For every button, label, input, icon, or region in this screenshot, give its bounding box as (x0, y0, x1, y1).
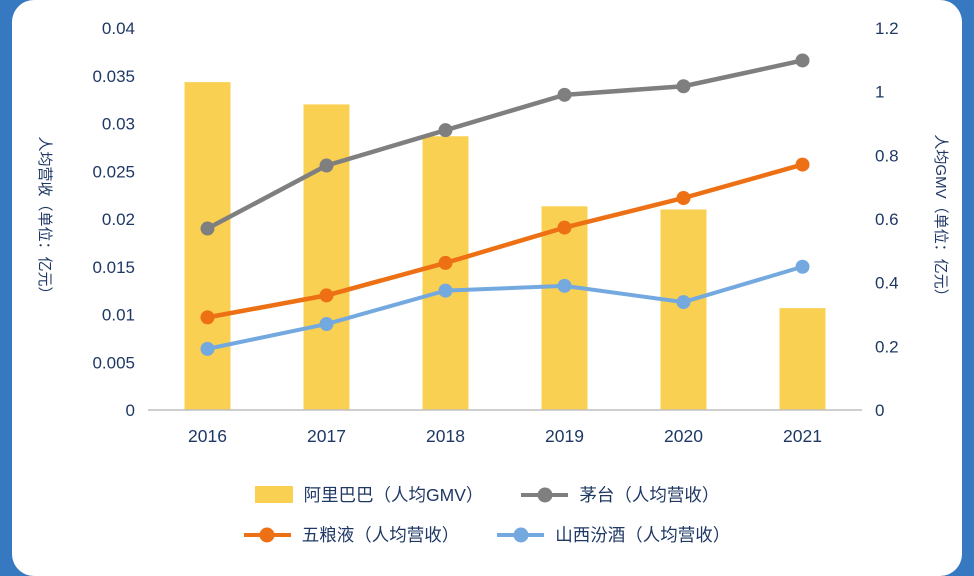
line-marker-0-2017 (319, 158, 334, 173)
right-axis-tick: 1.2 (875, 19, 899, 38)
line-marker-0-2016 (200, 221, 215, 236)
left-axis-tick: 0.025 (92, 162, 135, 181)
right-axis-tick: 1 (875, 83, 884, 102)
legend-label-alibaba: 阿里巴巴（人均GMV） (303, 485, 484, 505)
x-axis-label-2019: 2019 (545, 426, 584, 446)
left-axis-tick: 0.03 (102, 115, 135, 134)
line-marker-2-2016 (200, 341, 215, 356)
right-axis-title: 人均GMV（单位：亿元） (932, 134, 949, 303)
bar-2020 (660, 209, 707, 410)
x-axis-label-2017: 2017 (307, 426, 346, 446)
line-marker-0-2019 (557, 87, 572, 102)
line-series-0 (205, 58, 805, 231)
line-swatch-dot (513, 527, 529, 542)
x-axis-label-2018: 2018 (426, 426, 465, 446)
legend-item-moutai: 茅台（人均营收） (521, 482, 719, 507)
left-axis-tick: 0.01 (102, 306, 135, 325)
legend-item-wuliangye: 五粮液（人均营收） (243, 522, 460, 547)
left-axis-tick: 0.005 (92, 353, 135, 372)
chart-legend: 阿里巴巴（人均GMV） 茅台（人均营收） 五粮液（人均营收） (0, 482, 974, 562)
bar-swatch-alibaba (254, 486, 293, 503)
legend-label-moutai: 茅台（人均营收） (579, 485, 720, 505)
line-marker-0-2021 (795, 53, 810, 68)
legend-row-2: 五粮液（人均营收） 山西汾酒（人均营收） (0, 522, 974, 547)
line-swatch-dot (537, 487, 553, 502)
legend-label-fenjiu: 山西汾酒（人均营收） (555, 525, 731, 545)
line-marker-1-2017 (319, 288, 334, 303)
left-axis-tick: 0.015 (92, 258, 135, 277)
bar-2016 (184, 82, 231, 410)
line-marker-1-2018 (438, 255, 453, 270)
line-marker-0-2020 (676, 79, 691, 94)
bar-2017 (303, 104, 350, 411)
line-marker-1-2021 (795, 157, 810, 172)
bar-2019 (541, 206, 588, 410)
line-marker-1-2016 (200, 310, 215, 325)
line-marker-2-2017 (319, 317, 334, 332)
right-axis-tick: 0.6 (875, 210, 899, 229)
line-marker-2-2020 (676, 295, 691, 310)
line-marker-2-2021 (795, 259, 810, 274)
left-axis-tick: 0.02 (102, 210, 135, 229)
right-axis-tick: 0 (875, 401, 884, 420)
left-axis-tick: 0 (126, 401, 135, 420)
line-swatch-wuliangye (243, 526, 291, 544)
bar-2018 (422, 136, 469, 410)
left-axis-tick: 0.035 (92, 67, 135, 86)
line-swatch-dot (259, 527, 275, 542)
x-axis-label-2016: 2016 (188, 426, 227, 446)
line-marker-2-2019 (557, 278, 572, 293)
x-axis-label-2020: 2020 (664, 426, 703, 446)
legend-row-1: 阿里巴巴（人均GMV） 茅台（人均营收） (0, 482, 974, 507)
line-marker-0-2018 (438, 123, 453, 138)
left-axis-title: 人均营收（单位：亿元） (36, 136, 53, 301)
line-marker-1-2020 (676, 190, 691, 205)
legend-item-fenjiu: 山西汾酒（人均营收） (497, 522, 730, 547)
right-axis-tick: 0.8 (875, 146, 899, 165)
bar-2021 (779, 308, 826, 410)
right-axis-tick: 0.2 (875, 337, 899, 356)
line-series-2 (205, 264, 805, 351)
left-axis-tick: 0.04 (102, 19, 135, 38)
line-series-1 (205, 162, 805, 320)
legend-item-alibaba-gmv: 阿里巴巴（人均GMV） (254, 482, 484, 507)
line-marker-2-2018 (438, 283, 453, 298)
right-axis-tick: 0.4 (875, 274, 899, 293)
line-marker-1-2019 (557, 220, 572, 235)
x-axis-label-2021: 2021 (783, 426, 822, 446)
line-swatch-moutai (521, 486, 569, 504)
legend-label-wuliangye: 五粮液（人均营收） (301, 525, 460, 545)
line-swatch-fenjiu (497, 526, 545, 544)
